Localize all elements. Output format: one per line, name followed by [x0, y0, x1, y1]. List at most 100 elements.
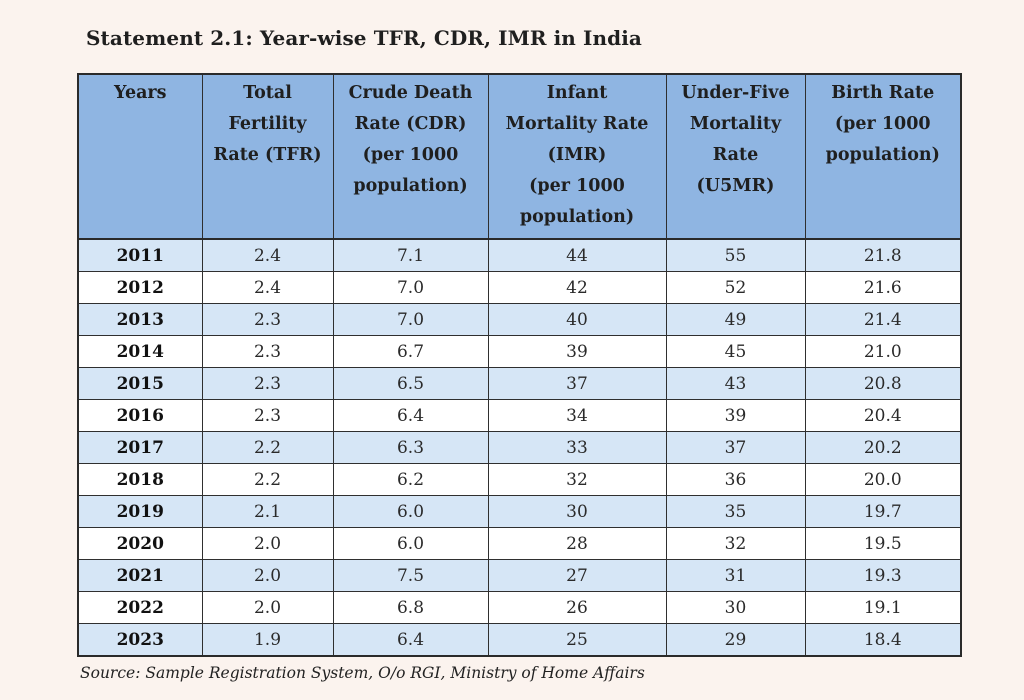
cell-imr: 44 [487, 238, 666, 272]
cell-cdr: 7.5 [332, 559, 488, 592]
cell-imr: 34 [487, 399, 666, 432]
cell-year: 2012 [78, 271, 202, 304]
cell-imr: 27 [487, 559, 666, 592]
cell-imr: 37 [487, 367, 666, 400]
cell-cdr: 7.0 [332, 303, 488, 336]
cell-u5mr: 31 [665, 559, 805, 592]
data-table: Years Total Fertility Rate (TFR) Crude D… [77, 73, 962, 657]
table-row: 2019 2.1 6.0 30 35 19.7 [78, 495, 961, 528]
cell-year: 2011 [78, 238, 202, 272]
cell-u5mr: 49 [665, 303, 805, 336]
cell-u5mr: 43 [665, 367, 805, 400]
cell-tfr: 2.2 [201, 431, 333, 464]
statement-title: Statement 2.1: Year-wise TFR, CDR, IMR i… [86, 26, 642, 50]
column-header-cdr: Crude Death Rate (CDR) (per 1000 populat… [332, 74, 488, 239]
cell-tfr: 2.3 [201, 367, 333, 400]
cell-birth-rate: 19.1 [804, 591, 961, 624]
cell-tfr: 2.3 [201, 399, 333, 432]
cell-cdr: 6.0 [332, 527, 488, 560]
cell-cdr: 6.0 [332, 495, 488, 528]
column-header-birth-rate: Birth Rate (per 1000 population) [804, 74, 961, 239]
cell-birth-rate: 20.2 [804, 431, 961, 464]
table-row: 2017 2.2 6.3 33 37 20.2 [78, 431, 961, 464]
cell-u5mr: 29 [665, 623, 805, 656]
cell-year: 2022 [78, 591, 202, 624]
cell-u5mr: 55 [665, 238, 805, 272]
cell-u5mr: 52 [665, 271, 805, 304]
cell-birth-rate: 19.7 [804, 495, 961, 528]
cell-year: 2015 [78, 367, 202, 400]
cell-birth-rate: 21.0 [804, 335, 961, 368]
cell-cdr: 6.5 [332, 367, 488, 400]
cell-tfr: 2.0 [201, 591, 333, 624]
cell-tfr: 2.1 [201, 495, 333, 528]
cell-tfr: 2.4 [201, 238, 333, 272]
cell-birth-rate: 19.5 [804, 527, 961, 560]
column-header-tfr: Total Fertility Rate (TFR) [201, 74, 333, 239]
table-row: 2016 2.3 6.4 34 39 20.4 [78, 399, 961, 432]
cell-cdr: 6.3 [332, 431, 488, 464]
cell-year: 2021 [78, 559, 202, 592]
cell-imr: 26 [487, 591, 666, 624]
cell-tfr: 2.0 [201, 559, 333, 592]
cell-cdr: 6.2 [332, 463, 488, 496]
cell-imr: 40 [487, 303, 666, 336]
cell-year: 2019 [78, 495, 202, 528]
cell-u5mr: 36 [665, 463, 805, 496]
table-body: 2011 2.4 7.1 44 55 21.8 2012 2.4 7.0 42 52 21.6 2013… [78, 238, 961, 656]
source-note: Source: Sample Registration System, O/o … [80, 664, 645, 682]
cell-u5mr: 30 [665, 591, 805, 624]
cell-year: 2014 [78, 335, 202, 368]
table-row: 2014 2.3 6.7 39 45 21.0 [78, 335, 961, 368]
cell-u5mr: 45 [665, 335, 805, 368]
cell-tfr: 2.0 [201, 527, 333, 560]
cell-cdr: 7.0 [332, 271, 488, 304]
cell-tfr: 2.3 [201, 303, 333, 336]
cell-year: 2018 [78, 463, 202, 496]
cell-imr: 32 [487, 463, 666, 496]
cell-cdr: 7.1 [332, 238, 488, 272]
cell-birth-rate: 21.6 [804, 271, 961, 304]
cell-birth-rate: 20.4 [804, 399, 961, 432]
cell-birth-rate: 18.4 [804, 623, 961, 656]
table-row: 2013 2.3 7.0 40 49 21.4 [78, 303, 961, 336]
table-header-row: Years Total Fertility Rate (TFR) Crude D… [78, 74, 961, 239]
cell-u5mr: 35 [665, 495, 805, 528]
table-row: 2011 2.4 7.1 44 55 21.8 [78, 238, 961, 272]
table-row: 2012 2.4 7.0 42 52 21.6 [78, 271, 961, 304]
column-header-years: Years [78, 74, 202, 239]
cell-birth-rate: 20.0 [804, 463, 961, 496]
cell-imr: 42 [487, 271, 666, 304]
cell-tfr: 1.9 [201, 623, 333, 656]
cell-tfr: 2.2 [201, 463, 333, 496]
cell-birth-rate: 20.8 [804, 367, 961, 400]
cell-imr: 39 [487, 335, 666, 368]
cell-year: 2020 [78, 527, 202, 560]
table-row: 2018 2.2 6.2 32 36 20.0 [78, 463, 961, 496]
column-header-u5mr: Under-Five Mortality Rate (U5MR) [665, 74, 805, 239]
cell-cdr: 6.7 [332, 335, 488, 368]
table-row: 2022 2.0 6.8 26 30 19.1 [78, 591, 961, 624]
cell-u5mr: 39 [665, 399, 805, 432]
column-header-imr: Infant Mortality Rate (IMR) (per 1000 po… [487, 74, 666, 239]
cell-imr: 25 [487, 623, 666, 656]
cell-birth-rate: 21.8 [804, 238, 961, 272]
cell-tfr: 2.3 [201, 335, 333, 368]
cell-u5mr: 37 [665, 431, 805, 464]
cell-tfr: 2.4 [201, 271, 333, 304]
cell-imr: 28 [487, 527, 666, 560]
cell-year: 2013 [78, 303, 202, 336]
table-row: 2015 2.3 6.5 37 43 20.8 [78, 367, 961, 400]
data-table-container: Years Total Fertility Rate (TFR) Crude D… [77, 73, 962, 657]
cell-cdr: 6.8 [332, 591, 488, 624]
cell-birth-rate: 19.3 [804, 559, 961, 592]
cell-cdr: 6.4 [332, 399, 488, 432]
table-row: 2020 2.0 6.0 28 32 19.5 [78, 527, 961, 560]
cell-u5mr: 32 [665, 527, 805, 560]
cell-year: 2017 [78, 431, 202, 464]
cell-cdr: 6.4 [332, 623, 488, 656]
table-row: 2023 1.9 6.4 25 29 18.4 [78, 623, 961, 656]
table-row: 2021 2.0 7.5 27 31 19.3 [78, 559, 961, 592]
cell-year: 2016 [78, 399, 202, 432]
cell-year: 2023 [78, 623, 202, 656]
